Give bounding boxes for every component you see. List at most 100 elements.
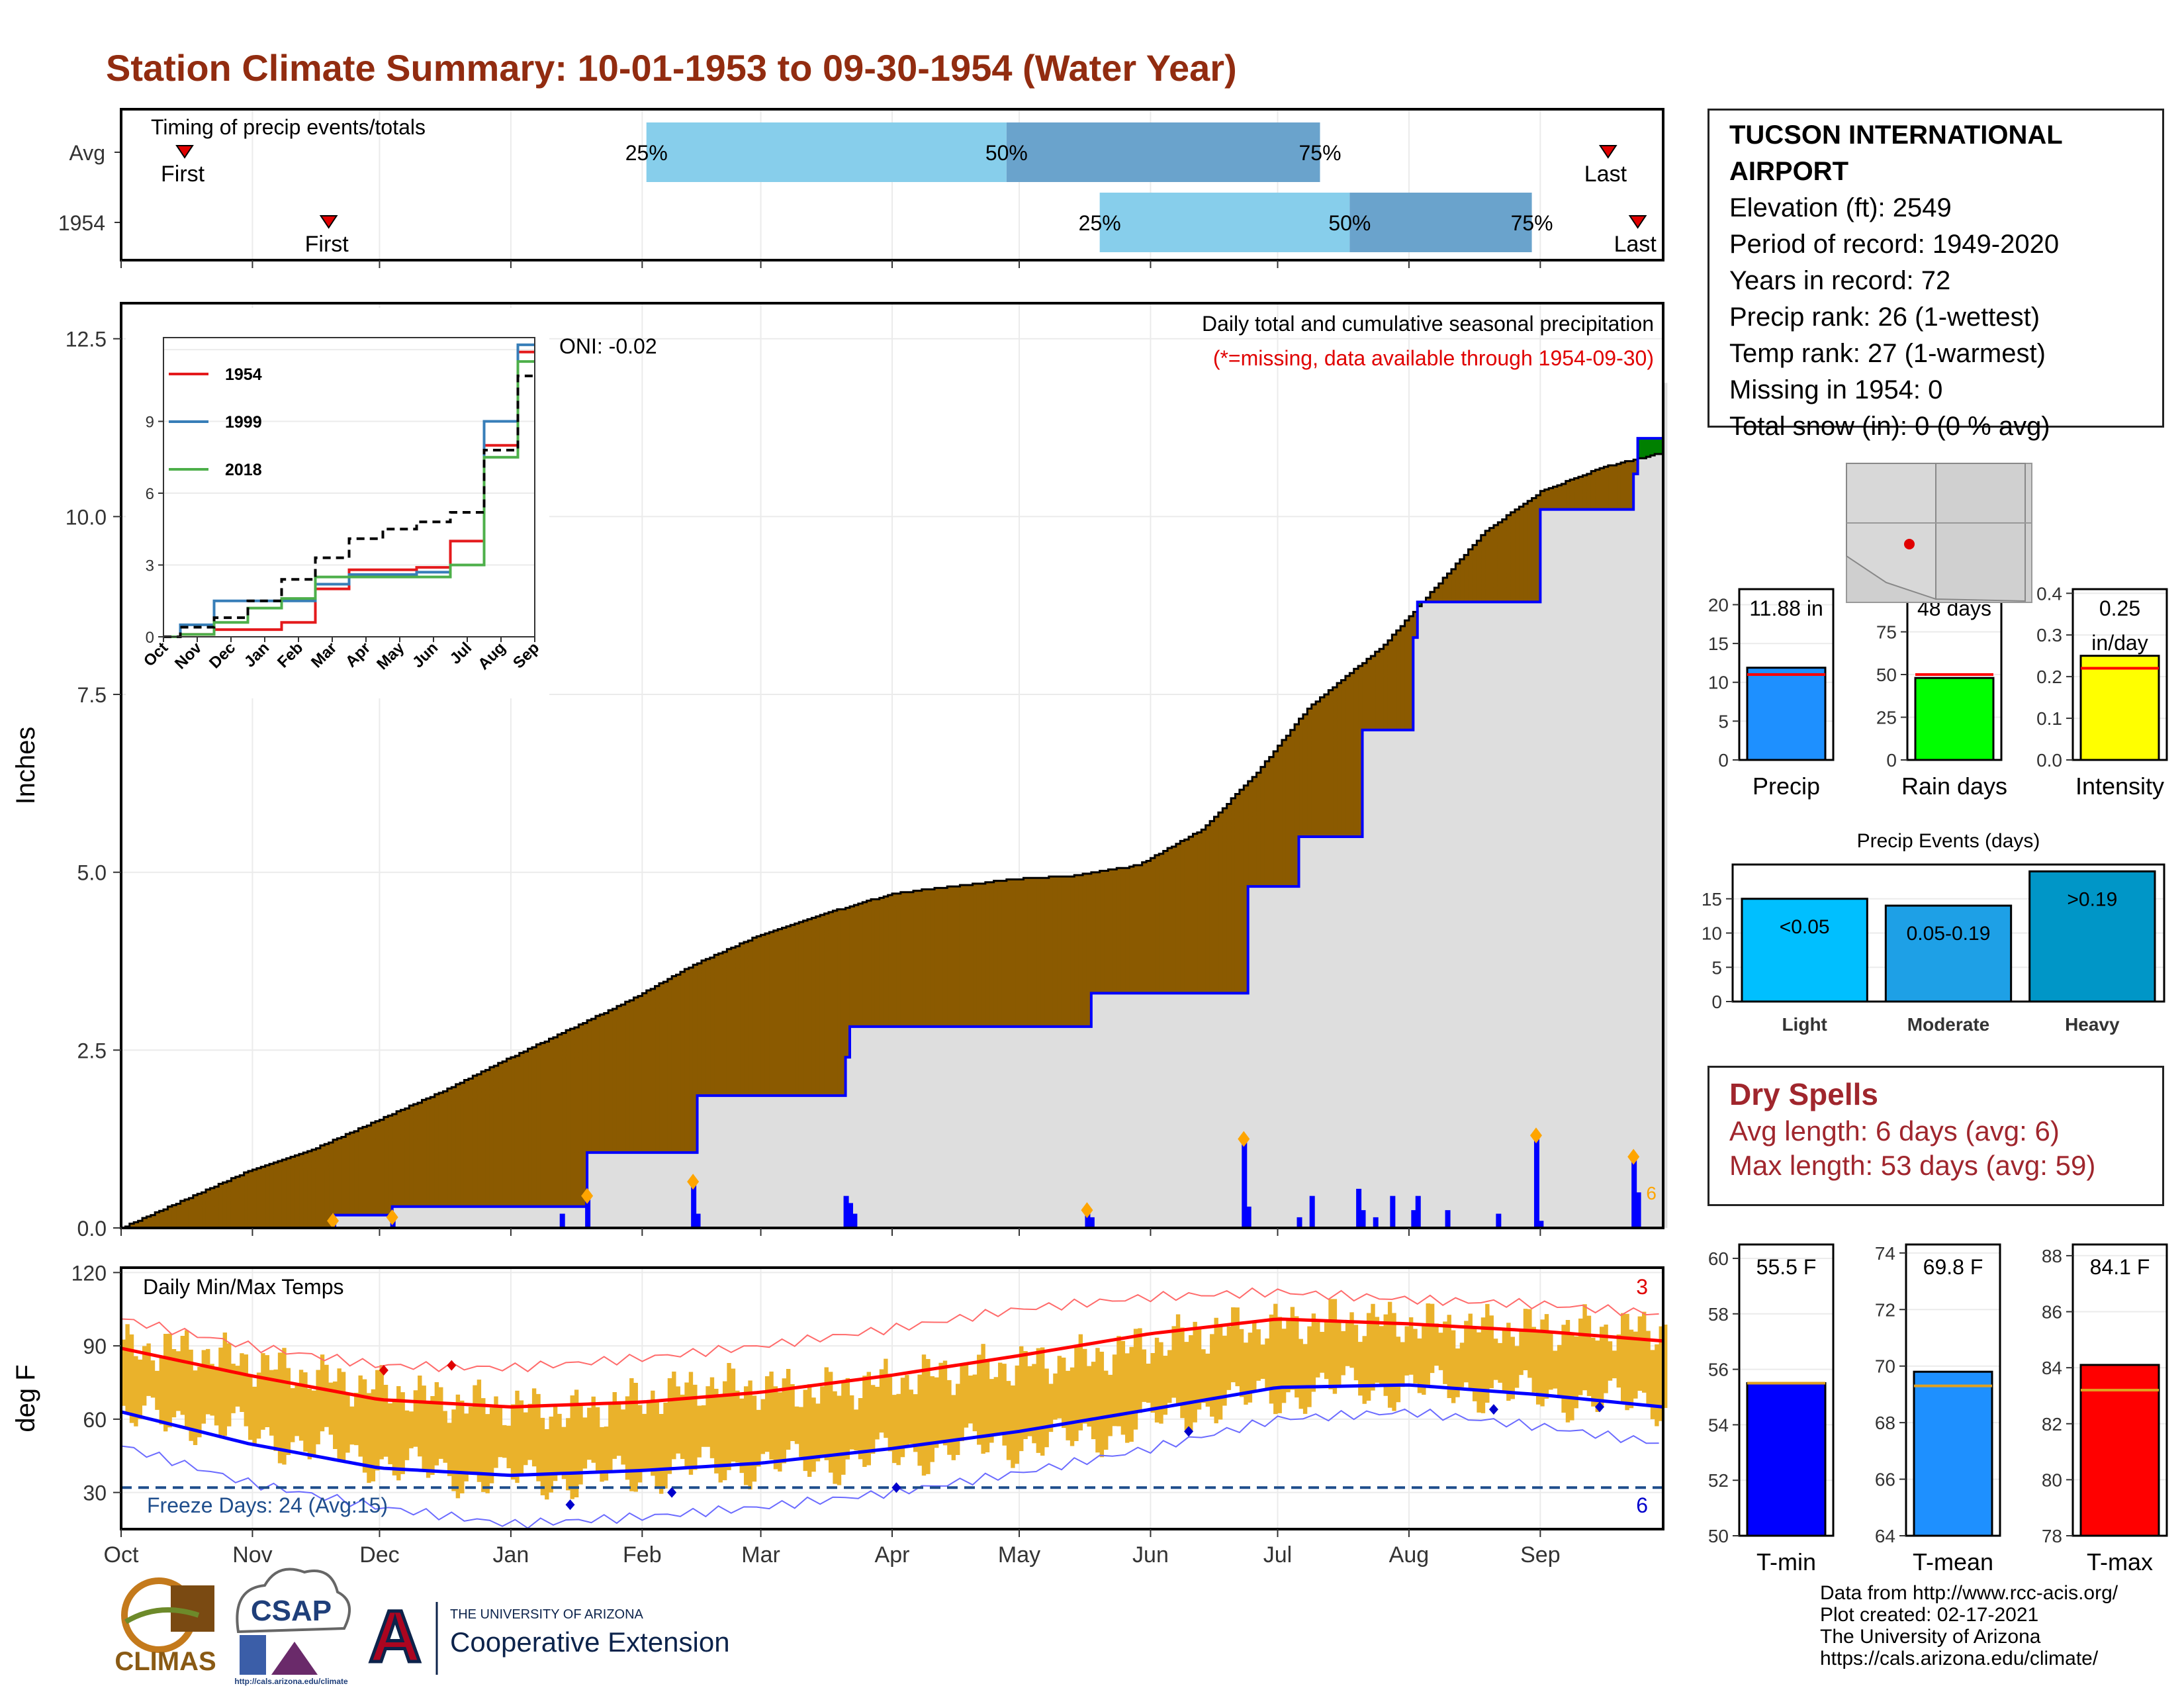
first-event-label: First bbox=[161, 162, 205, 187]
last-event-marker bbox=[1598, 145, 1617, 159]
credit-line: Data from http://www.rcc-acis.org/ bbox=[1820, 1582, 2118, 1604]
rank-diamond bbox=[327, 1213, 340, 1229]
inset-series-2018 bbox=[163, 360, 535, 638]
daily-precip-bar bbox=[1445, 1210, 1451, 1228]
precip-total-y-tick-label: 15 bbox=[1708, 633, 1729, 654]
quartile-label-25: 25% bbox=[1079, 211, 1121, 235]
precip-subtitle: (*=missing, data available through 1954-… bbox=[1213, 346, 1654, 370]
temp-y-tick-label: 60 bbox=[83, 1408, 107, 1432]
daily-precip-bar bbox=[1297, 1217, 1302, 1228]
quartile-label-75: 75% bbox=[1299, 141, 1342, 165]
inset-y-tick-label: 9 bbox=[146, 414, 154, 432]
rank-diamond bbox=[581, 1188, 594, 1204]
record-marker bbox=[1594, 1401, 1604, 1413]
intensity-y-tick-label: 0.2 bbox=[2036, 667, 2062, 687]
record-marker bbox=[1184, 1426, 1194, 1437]
daily-precip-bar bbox=[1242, 1139, 1248, 1228]
quartile-label-50: 50% bbox=[1328, 211, 1371, 235]
rank-diamond bbox=[1081, 1202, 1093, 1219]
event-bar-moderate bbox=[1884, 904, 2013, 1003]
precip-y-axis-label: Inches bbox=[11, 727, 40, 805]
t-max-y-tick-label: 84 bbox=[2042, 1358, 2062, 1378]
map-region-west bbox=[1846, 463, 1936, 600]
first-event-marker bbox=[319, 215, 338, 229]
daily-precip-bar bbox=[1356, 1188, 1362, 1228]
rain-days-category-label: Rain days bbox=[1901, 773, 2007, 800]
daily-precip-bar bbox=[1631, 1156, 1637, 1228]
climas-logo-text: CLIMAS bbox=[114, 1647, 216, 1676]
last-event-label: Last bbox=[1584, 162, 1627, 187]
t-max-category-label: T-max bbox=[2087, 1548, 2153, 1575]
freeze-days-label: Freeze Days: 24 (Avg:15) bbox=[147, 1493, 388, 1517]
precip-total-y-tick-label: 20 bbox=[1708, 594, 1729, 615]
intensity-border bbox=[2071, 588, 2168, 761]
station-temp-rank: Temp rank: 27 (1-warmest) bbox=[1729, 339, 2046, 368]
precip-y-tick-label: 12.5 bbox=[66, 328, 107, 352]
daily-precip-bar bbox=[1360, 1210, 1366, 1228]
intensity-y-tick-label: 0.4 bbox=[2036, 583, 2062, 604]
month-label: Mar bbox=[741, 1542, 780, 1568]
avg-max-line bbox=[120, 1317, 1664, 1409]
t-max-y-tick-label: 78 bbox=[2042, 1526, 2062, 1546]
event-bar-label: 0.05-0.19 bbox=[1907, 923, 1991, 945]
temp-title: Daily Min/Max Temps bbox=[143, 1275, 343, 1299]
credit-line: https://cals.arizona.edu/climate/ bbox=[1820, 1648, 2099, 1669]
month-label: Jul bbox=[1263, 1542, 1292, 1568]
month-label: Apr bbox=[875, 1542, 910, 1568]
timing-title: Timing of precip events/totals bbox=[151, 115, 426, 139]
t-mean-border bbox=[1905, 1243, 2001, 1537]
station-period: Period of record: 1949-2020 bbox=[1729, 230, 2060, 259]
event-bar-label: >0.19 bbox=[2067, 888, 2117, 910]
station-name: TUCSON INTERNATIONAL AIRPORT bbox=[1729, 120, 2062, 186]
t-mean-y-tick-label: 74 bbox=[1875, 1243, 1895, 1264]
month-label: Nov bbox=[232, 1542, 272, 1568]
precip-title: Daily total and cumulative seasonal prec… bbox=[1202, 312, 1654, 336]
precip-total-border bbox=[1738, 588, 1835, 761]
t-max-value-label: 84.1 F bbox=[2090, 1255, 2150, 1279]
precip-y-tick-label: 10.0 bbox=[66, 505, 107, 529]
events-y-tick-label: 5 bbox=[1711, 957, 1722, 978]
daily-precip-bar bbox=[585, 1196, 591, 1228]
t-min-y-tick-label: 56 bbox=[1708, 1360, 1729, 1380]
rank-diamond bbox=[1529, 1127, 1542, 1144]
daily-temp-range-bars bbox=[121, 1299, 1668, 1500]
t-mean-y-tick-label: 68 bbox=[1875, 1413, 1895, 1433]
credit-line: Plot created: 02-17-2021 bbox=[1820, 1604, 2039, 1626]
station-info-box: TUCSON INTERNATIONAL AIRPORT Elevation (… bbox=[1707, 109, 2164, 441]
record-marker bbox=[1488, 1404, 1498, 1415]
inset-legend-label: 1954 bbox=[225, 365, 262, 384]
last-event-marker bbox=[1628, 215, 1647, 229]
csap-logo-text: CSAP bbox=[251, 1595, 332, 1627]
event-category-label: Light bbox=[1782, 1014, 1827, 1035]
daily-precip-bar bbox=[852, 1213, 858, 1228]
rank-diamond bbox=[1627, 1149, 1640, 1165]
record-marker bbox=[379, 1365, 388, 1376]
daily-precip-bar bbox=[1246, 1206, 1251, 1228]
quartile-bar-upper bbox=[1349, 193, 1532, 252]
temp-chart: Freeze Days: 24 (Avg:15) Daily Min/Max Te… bbox=[11, 1261, 1668, 1568]
daily-precip-bar bbox=[1411, 1210, 1417, 1228]
temp-y-axis-label: deg F bbox=[11, 1364, 40, 1432]
dry-spells-title: Dry Spells bbox=[1729, 1077, 1878, 1111]
precip-total-y-tick-label: 5 bbox=[1718, 711, 1729, 731]
logos: CLIMAS CSAP http://cals.arizona.edu/climat… bbox=[114, 1568, 730, 1686]
rank-diamond bbox=[386, 1209, 398, 1225]
rank-diamond bbox=[687, 1174, 700, 1190]
event-bar-light bbox=[1741, 898, 1868, 1003]
record-high-count: 3 bbox=[1636, 1275, 1648, 1299]
month-label: Jun bbox=[1132, 1542, 1169, 1568]
page-title: Station Climate Summary: 10-01-1953 to 0… bbox=[106, 47, 1237, 89]
record-max-line bbox=[120, 1287, 1659, 1373]
t-mean-y-tick-label: 64 bbox=[1875, 1526, 1895, 1546]
t-min-value-bar bbox=[1746, 1382, 1827, 1537]
intensity-value-label: 0.25 bbox=[2099, 596, 2140, 620]
inset-bg bbox=[126, 308, 549, 698]
record-marker bbox=[891, 1482, 901, 1493]
daily-precip-bar bbox=[843, 1196, 849, 1228]
dry-spells-max: Max length: 53 days (avg: 59) bbox=[1729, 1150, 2096, 1181]
daily-precip-bar bbox=[1415, 1196, 1421, 1228]
intensity-y-tick-label: 0.3 bbox=[2036, 625, 2062, 645]
daily-precip-bar bbox=[559, 1213, 565, 1228]
